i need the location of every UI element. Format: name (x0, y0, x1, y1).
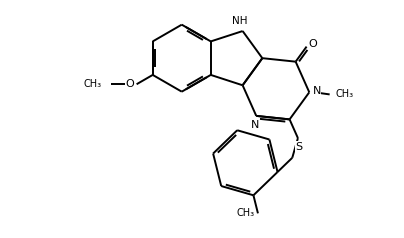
Text: O: O (125, 79, 134, 89)
Text: NH: NH (232, 16, 248, 26)
Text: N: N (251, 120, 259, 130)
Text: CH₃: CH₃ (83, 79, 101, 89)
Text: CH₃: CH₃ (236, 208, 254, 218)
Text: O: O (309, 39, 317, 49)
Text: N: N (313, 86, 321, 96)
Text: CH₃: CH₃ (335, 89, 354, 99)
Text: S: S (295, 142, 303, 152)
